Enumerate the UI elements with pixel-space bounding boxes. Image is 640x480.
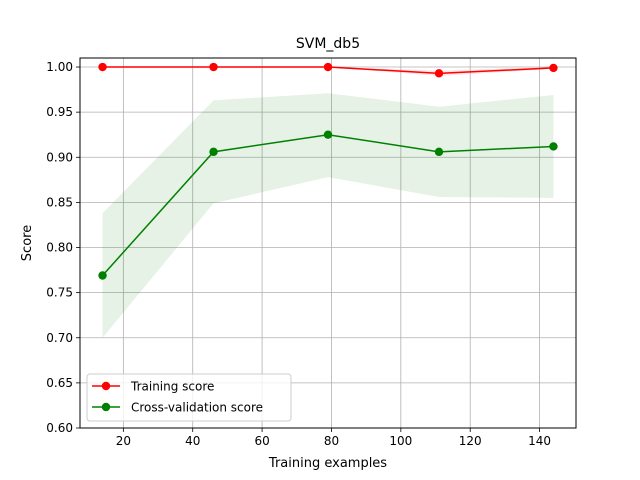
legend: Training score Cross-validation score bbox=[86, 373, 292, 422]
x-tick-label: 20 bbox=[116, 434, 131, 448]
x-tick-label: 60 bbox=[254, 434, 269, 448]
series-1-point bbox=[434, 147, 444, 157]
chart-title: SVM_db5 bbox=[296, 36, 360, 52]
y-tick-label: 0.95 bbox=[46, 105, 73, 119]
series-0-point bbox=[434, 69, 444, 78]
x-axis-label: Training examples bbox=[268, 456, 387, 471]
y-tick-label: 0.85 bbox=[46, 195, 73, 209]
y-axis-ticks: 0.60 0.65 0.70 0.75 0.80 0.85 0.90 0.95 1.00 bbox=[46, 60, 80, 435]
y-tick-label: 0.90 bbox=[46, 150, 73, 164]
y-tick-label: 0.80 bbox=[46, 241, 73, 255]
series-1-point bbox=[209, 147, 218, 157]
x-tick-label: 120 bbox=[459, 434, 482, 448]
y-tick-label: 0.75 bbox=[46, 286, 73, 300]
series-0-point bbox=[549, 63, 558, 73]
legend-swatch-marker bbox=[101, 381, 111, 391]
legend-box bbox=[86, 373, 292, 422]
series-markers bbox=[98, 62, 558, 280]
series-0-point bbox=[323, 62, 333, 72]
y-tick-label: 0.65 bbox=[46, 376, 73, 390]
y-axis-label: Score bbox=[20, 225, 35, 261]
y-tick-label: 1.00 bbox=[46, 60, 73, 74]
x-axis-ticks: 20 40 60 80 100 120 140 bbox=[116, 428, 551, 448]
y-tick-label: 0.60 bbox=[46, 421, 73, 435]
plot-frame bbox=[79, 57, 577, 429]
x-tick-label: 100 bbox=[389, 434, 412, 448]
series-1-point bbox=[549, 142, 558, 151]
legend-swatch-marker bbox=[101, 402, 111, 412]
series-0-point bbox=[98, 62, 107, 72]
legend-label: Training score bbox=[130, 380, 214, 394]
legend-label: Cross-validation score bbox=[131, 401, 263, 415]
series-1-point bbox=[323, 130, 333, 139]
y-tick-label: 0.70 bbox=[46, 331, 73, 345]
series-1-point bbox=[98, 271, 107, 280]
series-0-point bbox=[209, 62, 218, 72]
x-tick-label: 140 bbox=[528, 434, 551, 448]
legend-items: Training score Cross-validation score bbox=[92, 380, 263, 415]
x-tick-label: 80 bbox=[324, 434, 339, 448]
x-tick-label: 40 bbox=[185, 434, 200, 448]
